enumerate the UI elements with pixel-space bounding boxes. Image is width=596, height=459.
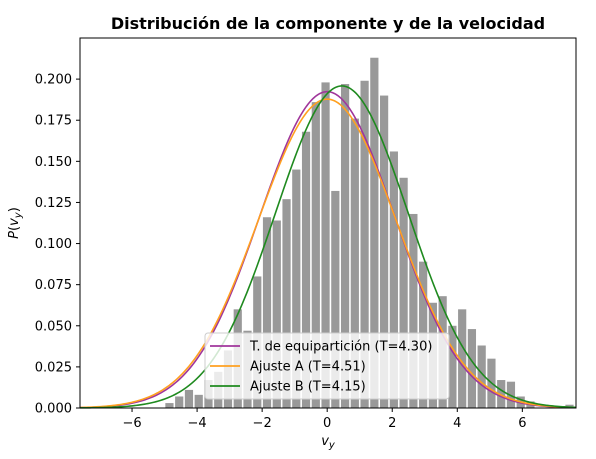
histogram-bar <box>311 102 320 408</box>
x-axis-label-subscript: y <box>328 440 336 451</box>
legend-items: T. de equipartición (T=4.30) Ajuste A (T=… <box>210 340 432 395</box>
histogram-bar <box>262 217 272 408</box>
histogram-bar <box>477 345 486 408</box>
histogram-bar <box>380 95 389 408</box>
y-tick-label: 0.050 <box>35 319 72 334</box>
y-axis-label-open-paren: ( <box>7 226 22 231</box>
legend-box <box>204 332 450 400</box>
x-axis-label: vy <box>321 434 336 451</box>
curve-series-2 <box>79 98 577 409</box>
y-axis-label-subscript: y <box>13 211 24 219</box>
histogram-bar <box>292 169 301 408</box>
histogram-bar <box>497 380 506 408</box>
y-axis-label-close-paren: ) <box>7 207 22 212</box>
histogram-bar <box>321 82 330 409</box>
histogram-bar <box>340 84 350 408</box>
y-tick-label: 0.175 <box>35 114 72 129</box>
legend-label-3: Ajuste B (T=4.15) <box>250 380 366 395</box>
legend-label-1: T. de equipartición (T=4.30) <box>249 340 432 355</box>
histogram-bar <box>272 220 281 408</box>
histogram-bar <box>448 325 457 408</box>
x-axis-ticks: −6 −4 −2 0 2 4 6 <box>122 408 526 431</box>
chart-title: Distribución de la componente y de la ve… <box>111 14 545 33</box>
histogram-bar <box>458 309 467 408</box>
x-tick-label: −2 <box>253 416 272 431</box>
y-axis-ticks: 0.000 0.025 0.050 0.075 0.100 0.125 0.150 0.175… <box>35 73 80 417</box>
curve-series-3 <box>79 85 577 409</box>
histogram-bar <box>360 80 369 408</box>
histogram-bar <box>409 213 418 408</box>
histogram-bar <box>184 389 194 408</box>
histogram-bar <box>194 394 203 408</box>
histogram-bar <box>467 329 477 408</box>
histogram-bar <box>370 57 379 408</box>
y-tick-label: 0.200 <box>35 73 72 88</box>
histogram-bar <box>389 151 398 408</box>
histogram-bar <box>175 396 184 408</box>
y-tick-label: 0.125 <box>35 196 72 211</box>
y-axis-label-v: v <box>7 218 22 226</box>
histogram-bar <box>350 118 359 408</box>
x-tick-label: 6 <box>518 416 526 431</box>
histogram-bar <box>399 177 408 408</box>
legend-label-2: Ajuste A (T=4.51) <box>250 360 366 375</box>
x-tick-label: 0 <box>323 416 331 431</box>
histogram-bar <box>331 190 340 408</box>
y-tick-label: 0.000 <box>35 402 72 417</box>
legend: T. de equipartición (T=4.30) Ajuste A (T=… <box>204 332 450 400</box>
y-axis-label-p: P <box>7 231 22 239</box>
x-tick-label: −6 <box>122 416 141 431</box>
x-tick-label: 4 <box>453 416 461 431</box>
y-tick-label: 0.100 <box>35 237 72 252</box>
curves <box>79 85 577 409</box>
histogram-bar <box>282 199 291 408</box>
plot-frame <box>79 37 577 409</box>
histogram-bar <box>301 131 311 409</box>
curve-series-1 <box>79 90 577 409</box>
x-tick-label: −4 <box>188 416 207 431</box>
y-tick-label: 0.150 <box>35 155 72 170</box>
y-tick-label: 0.075 <box>35 278 72 293</box>
x-tick-label: 2 <box>388 416 396 431</box>
y-axis-label: P(vy) <box>7 207 24 239</box>
y-tick-label: 0.025 <box>35 360 72 375</box>
histogram-bar <box>165 403 174 408</box>
